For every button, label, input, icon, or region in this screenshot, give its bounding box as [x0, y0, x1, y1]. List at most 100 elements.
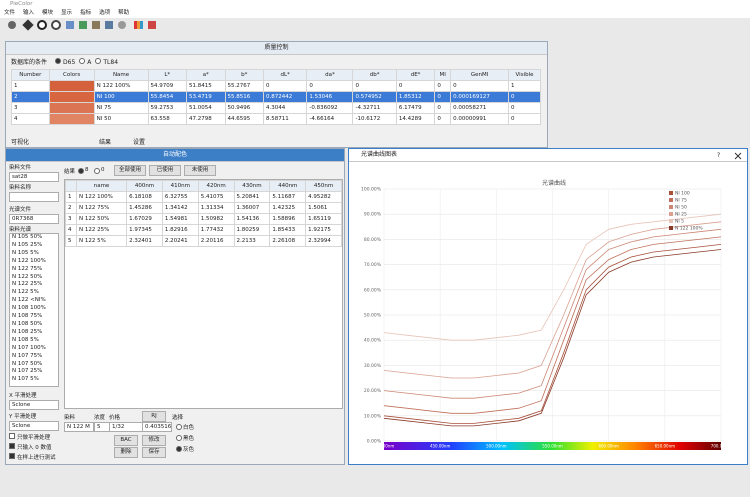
checkbox-row[interactable]: 在样上进行测试	[9, 453, 56, 461]
action-button[interactable]: 全部使用	[114, 165, 146, 176]
column-header: 410nm	[161, 180, 199, 192]
list-item[interactable]: N 122 25%	[12, 281, 43, 288]
input-field[interactable]: 5	[94, 422, 110, 432]
action-button[interactable]: 未使用	[184, 165, 216, 176]
tool-icon[interactable]	[51, 20, 61, 30]
illuminant-option: A	[87, 59, 92, 66]
footer-tab[interactable]: 设置	[133, 139, 146, 146]
tool-icon[interactable]	[79, 21, 87, 29]
menu-item[interactable]: 显示	[61, 10, 73, 16]
menu-item[interactable]: 输入	[23, 10, 35, 16]
footer-tab[interactable]: 结果	[99, 139, 112, 146]
checkbox-row[interactable]: 只输入 0 数值	[9, 443, 52, 451]
table-row[interactable]: 3 NI 75 59.2753 51.0054 50.9496 4.3044 -0.8360…	[11, 102, 541, 114]
tool-icon[interactable]	[134, 21, 137, 29]
list-item[interactable]: N 105 25%	[12, 241, 43, 248]
action-button[interactable]: 已使用	[149, 165, 181, 176]
list-item[interactable]: N 122 <NI%	[12, 297, 46, 304]
radio[interactable]	[94, 168, 100, 174]
cell: 0	[508, 91, 541, 103]
list-item[interactable]: N 108 25%	[12, 328, 43, 335]
list-item[interactable]: N 107 100%	[12, 344, 46, 351]
radio[interactable]	[176, 424, 182, 430]
list-item[interactable]: N 107 50%	[12, 360, 43, 367]
input-field[interactable]: 1/32	[109, 422, 143, 432]
cell: 8.58711	[262, 113, 308, 125]
list-item[interactable]: N 105 5%	[12, 249, 39, 256]
list-item[interactable]: N 122 100%	[12, 257, 46, 264]
list-item[interactable]: N 122 5%	[12, 289, 39, 296]
menu-item[interactable]: 帮助	[118, 10, 130, 16]
form-button[interactable]: 修改	[142, 435, 166, 446]
list-item[interactable]: N 108 5%	[12, 336, 39, 343]
checkbox-row[interactable]: 只做平滑处理	[9, 433, 50, 441]
list-item[interactable]: N 107 5%	[12, 376, 39, 383]
list-item[interactable]: N 122 75%	[12, 265, 43, 272]
tool-icon[interactable]	[92, 21, 100, 29]
header-row: Number Colors Name L* a* b* dL* da* db* dE* MI GenM…	[11, 69, 541, 81]
table-row[interactable]: 2 NI 100 55.8454 53.4719 55.8516 0.872442 1.53…	[11, 91, 541, 103]
tool-icon[interactable]	[8, 21, 16, 29]
cell: 6.17479	[395, 102, 436, 114]
list-item[interactable]: N 108 75%	[12, 313, 43, 320]
column-header: MI	[434, 69, 452, 81]
cell: 5.11687	[269, 191, 307, 203]
list-item[interactable]: N 107 25%	[12, 368, 43, 375]
row-number: 3	[11, 102, 50, 114]
input-field[interactable]: Sclone	[9, 400, 59, 410]
radio[interactable]	[78, 168, 84, 174]
tool-icon[interactable]	[66, 21, 74, 29]
form-button[interactable]: 删除	[114, 447, 138, 458]
menu-item[interactable]: 选项	[99, 10, 111, 16]
radio[interactable]	[55, 58, 62, 64]
form-button[interactable]: 保存	[142, 447, 166, 458]
input-field[interactable]	[9, 192, 59, 202]
table-row[interactable]: 4 NI 50 63.558 47.2798 44.6595 8.58711 -4.6616…	[11, 113, 541, 125]
tool-icon[interactable]	[105, 21, 113, 29]
list-item[interactable]: N 108 50%	[12, 320, 43, 327]
list-item[interactable]: N 122 50%	[12, 273, 43, 280]
row-number: 4	[65, 224, 77, 236]
tool-icon[interactable]	[148, 21, 156, 29]
cell: 4.95282	[305, 191, 342, 203]
help-button[interactable]: ?	[717, 152, 721, 159]
radio[interactable]	[176, 446, 182, 452]
list-item[interactable]: N 108 100%	[12, 305, 46, 312]
radio[interactable]	[79, 58, 86, 64]
list-item[interactable]: N 107 75%	[12, 352, 43, 359]
tool-icon[interactable]	[37, 20, 47, 30]
input-field[interactable]: 0R7368	[9, 214, 59, 224]
form-button[interactable]: BAC	[114, 435, 138, 446]
legend-swatch	[669, 198, 673, 202]
tool-icon[interactable]	[118, 21, 126, 29]
column-header: dL*	[262, 69, 308, 81]
close-button[interactable]	[734, 152, 742, 160]
footer-tab[interactable]: 可视化	[11, 139, 30, 146]
list-item[interactable]: N 105 50%	[12, 234, 43, 240]
menu-item[interactable]: 指标	[80, 10, 92, 16]
cell: -0.836092	[306, 102, 354, 114]
menu-item[interactable]: 文件	[4, 10, 16, 16]
input-field[interactable]: Sclone	[9, 421, 59, 431]
column-header: 420nm	[197, 180, 235, 192]
input-field[interactable]: N 122 M	[64, 422, 94, 432]
cell: 44.6595	[224, 113, 264, 125]
title-bar: PieColor	[0, 0, 750, 9]
menu-item[interactable]: 模块	[42, 10, 54, 16]
radio[interactable]	[95, 58, 102, 64]
input-field[interactable]: 0.403516	[142, 422, 172, 432]
form-button[interactable]: RJ	[142, 411, 166, 422]
input-field[interactable]: sat28	[9, 172, 59, 182]
cell: 5.20841	[233, 191, 271, 203]
field-label: 染料光谱	[9, 227, 32, 233]
cell: 1.97345	[126, 224, 163, 236]
tool-icon[interactable]	[22, 19, 34, 31]
cell: 1.85312	[395, 91, 436, 103]
radio[interactable]	[176, 435, 182, 441]
